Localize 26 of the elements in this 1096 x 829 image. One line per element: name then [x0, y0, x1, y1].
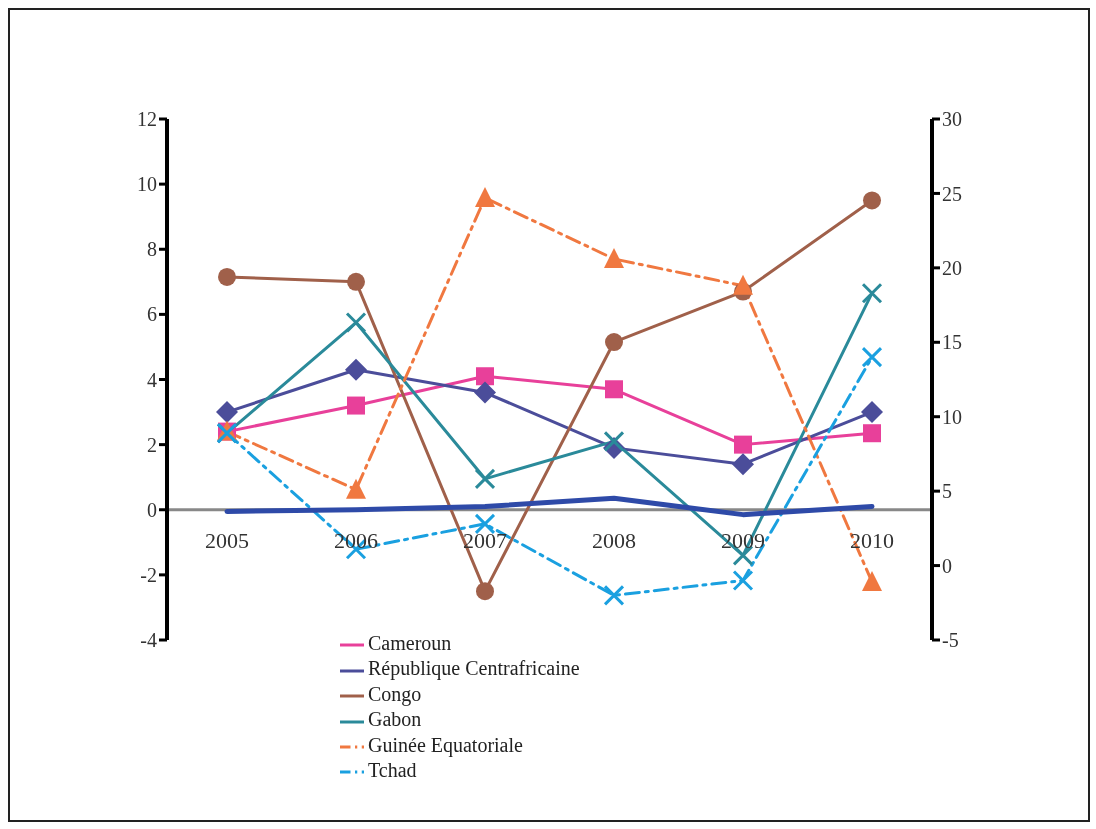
y-tick-label: 6 [147, 303, 157, 326]
y2-tick-label: 15 [942, 331, 962, 354]
y-tick-label: -4 [140, 629, 157, 652]
legend-label: Gabon [368, 708, 422, 731]
y2-tick-label: 20 [942, 256, 962, 279]
legend-label: Congo [368, 682, 422, 705]
y-tick-label: 12 [137, 108, 157, 131]
y2-tick-label: -5 [942, 629, 959, 652]
y2-tick-label: 5 [942, 480, 952, 503]
legend-label: Guinée Equatoriale [368, 733, 523, 756]
x-tick-label: 2008 [592, 527, 636, 553]
x-tick-label: 2010 [850, 527, 894, 553]
x-tick-label: 2005 [205, 527, 249, 553]
y-tick-label: -2 [140, 563, 157, 586]
y2-tick-label: 0 [942, 554, 952, 577]
y-tick-label: 10 [137, 173, 157, 196]
y-tick-label: 8 [147, 238, 157, 261]
y2-tick-label: 10 [942, 405, 962, 428]
y-tick-label: 4 [147, 368, 157, 391]
y2-tick-label: 25 [942, 182, 962, 205]
legend-label: Tchad [368, 759, 417, 782]
y2-tick-label: 30 [942, 108, 962, 131]
legend-label: Cameroun [368, 632, 452, 654]
legend-label: République Centrafricaine [368, 657, 580, 680]
y-tick-label: 2 [147, 433, 157, 456]
y-tick-label: 0 [147, 498, 157, 521]
